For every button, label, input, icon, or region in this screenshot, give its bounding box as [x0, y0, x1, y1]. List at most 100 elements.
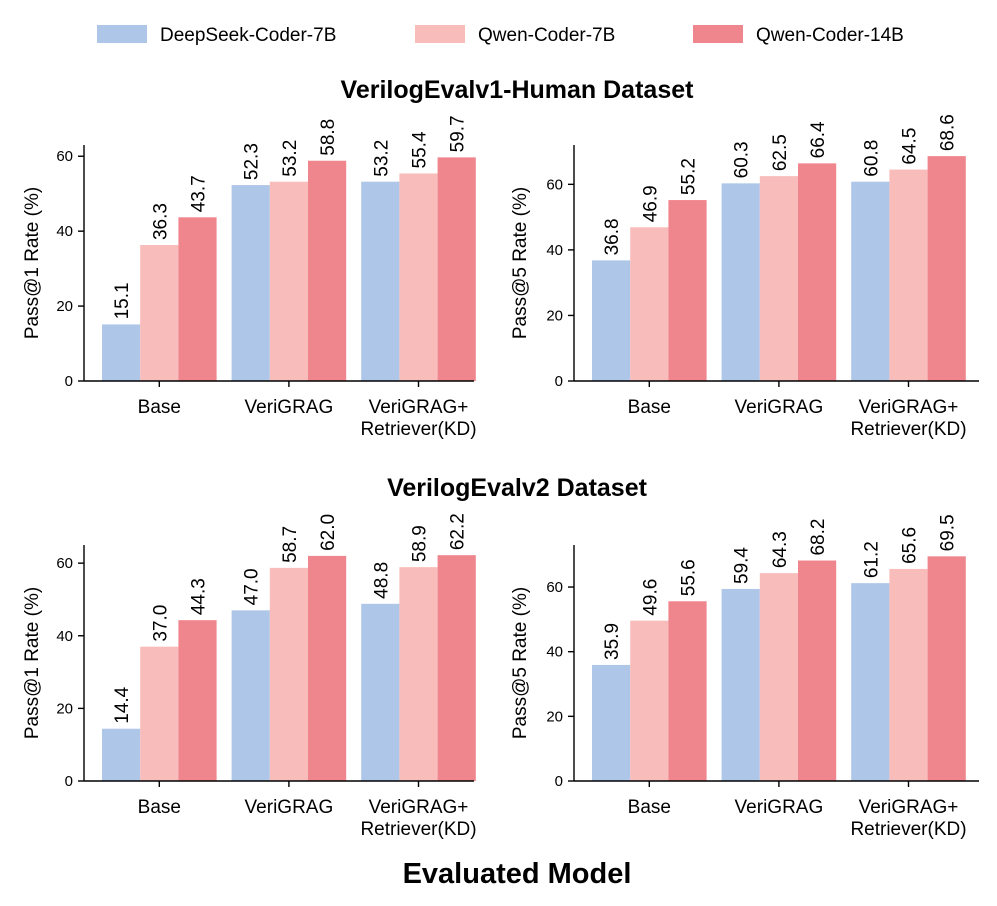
bar [437, 555, 476, 781]
bars: 36.8 46.9 55.2 60.3 62.5 66.4 60.8 64.5 68.6 [592, 114, 966, 381]
y-tick-label: 60 [546, 176, 563, 193]
bar [361, 181, 400, 381]
legend-item-2: Qwen-Coder-7B [415, 25, 615, 46]
bar-value-label: 37.0 [150, 605, 171, 642]
bar [399, 567, 438, 781]
y-tick-label: 20 [56, 298, 73, 315]
legend-swatch [97, 25, 147, 43]
y-tick-label: 0 [555, 373, 563, 390]
bar-value-label: 62.2 [448, 513, 469, 550]
y-axis-label: Pass@5 Rate (%) [510, 587, 531, 739]
bar [759, 176, 798, 381]
bar-value-label: 55.4 [410, 131, 431, 168]
bar [798, 163, 837, 381]
bar [630, 620, 669, 781]
panel-v1-pass5: 36.8 46.9 55.2 60.3 62.5 66.4 60.8 64.5 68.6 Base… [510, 114, 979, 440]
section-1: VerilogEvalv1-Human Dataset 15.1 36.3 43.7 5… [22, 76, 979, 440]
y-tick-label: 60 [546, 579, 563, 596]
bar-value-label: 53.2 [371, 140, 392, 177]
bar-value-label: 55.2 [679, 158, 700, 195]
section-2: VerilogEvalv2 Dataset 14.4 37.0 44.3 47.0 58.… [22, 474, 979, 840]
bar [927, 556, 966, 781]
x-tick-label: VeriGRAG+ [859, 397, 959, 418]
bar [308, 160, 347, 381]
section-title: VerilogEvalv1-Human Dataset [341, 76, 695, 104]
bar-value-label: 64.5 [900, 128, 921, 165]
y-tick-label: 20 [546, 708, 563, 725]
bars: 14.4 37.0 44.3 47.0 58.7 62.0 48.8 58.9 62.2 [102, 513, 476, 781]
x-tick-label: VeriGRAG+ [859, 797, 959, 818]
legend-swatch [415, 25, 465, 43]
x-tick-label: VeriGRAG [735, 797, 824, 818]
x-tick-label: Base [138, 797, 181, 818]
bar [851, 583, 890, 781]
bar-value-label: 49.6 [640, 579, 661, 616]
bar-value-label: 62.0 [318, 514, 339, 551]
y-tick-label: 0 [65, 773, 73, 790]
x-tick-label: VeriGRAG [245, 797, 334, 818]
legend-swatch [693, 25, 743, 43]
bar-value-label: 61.2 [861, 541, 882, 578]
bar-value-label: 58.7 [280, 526, 301, 563]
bar [399, 173, 438, 381]
bars: 15.1 36.3 43.7 52.3 53.2 58.8 53.2 55.4 59.7 [102, 115, 476, 381]
bar [102, 728, 141, 781]
bar-value-label: 59.7 [448, 115, 469, 152]
y-axis-label: Pass@1 Rate (%) [22, 187, 43, 339]
x-tick-label: Retriever(KD) [360, 419, 476, 440]
bar [668, 200, 707, 381]
bar [178, 217, 217, 381]
bar [759, 573, 798, 781]
bar-value-label: 58.9 [410, 525, 431, 562]
bar-value-label: 44.3 [189, 578, 210, 615]
y-tick-label: 40 [546, 242, 563, 259]
legend-label: Qwen-Coder-14B [756, 25, 904, 46]
bar-value-label: 69.5 [938, 514, 959, 551]
bar [231, 185, 270, 381]
bar [140, 646, 179, 781]
x-tick-label: Retriever(KD) [360, 819, 476, 840]
y-tick-label: 60 [56, 148, 73, 165]
bar-value-label: 66.4 [808, 121, 829, 158]
bar-value-label: 36.3 [150, 203, 171, 240]
bar-value-label: 60.8 [861, 140, 882, 177]
bar [269, 567, 308, 781]
bar [592, 260, 631, 381]
bar-value-label: 43.7 [189, 175, 210, 212]
bar [630, 227, 669, 381]
y-tick-label: 20 [546, 307, 563, 324]
bar-value-label: 68.6 [938, 114, 959, 151]
x-tick-label: Retriever(KD) [850, 419, 966, 440]
legend-label: Qwen-Coder-7B [478, 25, 615, 46]
bar [231, 610, 270, 781]
x-tick-label: VeriGRAG+ [369, 797, 469, 818]
bar-value-label: 59.4 [732, 547, 753, 584]
bar-value-label: 14.4 [112, 686, 133, 723]
x-tick-label: VeriGRAG+ [369, 397, 469, 418]
y-tick-label: 40 [56, 628, 73, 645]
bar-value-label: 55.6 [679, 559, 700, 596]
bar [889, 169, 928, 381]
x-tick-label: VeriGRAG [735, 397, 824, 418]
x-tick-label: Retriever(KD) [850, 819, 966, 840]
bar [437, 157, 476, 381]
bar [269, 181, 308, 381]
bar-value-label: 62.5 [770, 134, 791, 171]
bar-value-label: 64.3 [770, 531, 791, 568]
panel-v1-pass1: 15.1 36.3 43.7 52.3 53.2 58.8 53.2 55.4 59.7 Base… [22, 115, 477, 440]
y-axis-label: Pass@1 Rate (%) [22, 587, 43, 739]
bar-value-label: 65.6 [900, 527, 921, 564]
bar [889, 568, 928, 781]
bars: 35.9 49.6 55.6 59.4 64.3 68.2 61.2 65.6 69.5 [592, 514, 966, 781]
bar-value-label: 53.2 [280, 140, 301, 177]
bar-value-label: 47.0 [242, 568, 263, 605]
bar [102, 324, 141, 381]
bar [361, 603, 400, 781]
y-tick-label: 0 [65, 373, 73, 390]
y-tick-label: 40 [546, 644, 563, 661]
bar-value-label: 15.1 [112, 282, 133, 319]
x-tick-label: VeriGRAG [245, 397, 334, 418]
bar-value-label: 35.9 [602, 623, 623, 660]
legend: DeepSeek-Coder-7B Qwen-Coder-7B Qwen-Coder… [97, 25, 904, 46]
